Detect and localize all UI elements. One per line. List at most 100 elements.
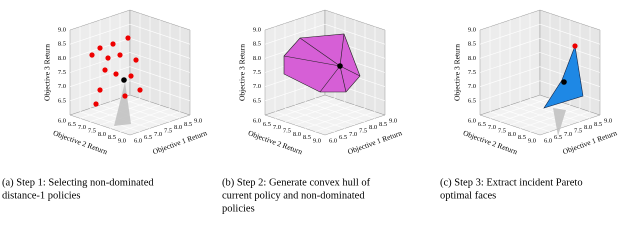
- policy-point: [93, 101, 99, 107]
- tick-label: 7.0: [564, 131, 572, 138]
- tick-label: 7.0: [154, 131, 162, 138]
- hull-edge: [319, 65, 341, 93]
- tick-label: 7.0: [488, 124, 496, 131]
- tick-label: 8.5: [58, 41, 66, 48]
- grid-line: [479, 23, 541, 45]
- tick-label: 8.5: [379, 121, 387, 128]
- caption-line: (a) Step 1: Selecting non-dominated: [2, 177, 154, 188]
- tick-label: 7.0: [58, 83, 66, 90]
- tick-label: 7.5: [253, 69, 261, 76]
- tick-label: 8.0: [508, 131, 516, 138]
- tick-label: 9.0: [313, 137, 321, 144]
- policy-point: [97, 87, 103, 93]
- hull-edge: [283, 55, 341, 67]
- tick-label: 7.0: [468, 83, 476, 90]
- page: {"axis_labels": {"x": "Objective 1 Retur…: [2, 9, 619, 215]
- policy-point: [105, 55, 111, 61]
- tick-label: 6.5: [263, 121, 271, 128]
- tick-label: 6.5: [58, 97, 66, 104]
- tick-label: 6.5: [478, 121, 486, 128]
- plot-panel: 6.06.06.56.56.57.07.07.07.5 7.57.58.08.08…: [238, 9, 403, 156]
- policy-point: [133, 57, 139, 63]
- tick-label: 9.0: [604, 117, 612, 124]
- hull-edge: [339, 65, 347, 93]
- tick-label: 6.5: [339, 134, 347, 141]
- tick-label: 8.0: [58, 55, 66, 62]
- tick-label: 7.5: [58, 69, 66, 76]
- policy-point: [137, 87, 143, 93]
- figure: 6.06.06.56.56.57.07.07.07.5 7.57.58.08.08…: [2, 9, 618, 214]
- caption-line: policies: [222, 203, 255, 214]
- tick-label: 7.0: [78, 124, 86, 131]
- tick-label: 7.5: [468, 69, 476, 76]
- caption-line: distance-1 policies: [2, 190, 80, 201]
- tick-label: 8.0: [98, 131, 106, 138]
- tick-label: 6.0: [329, 137, 337, 144]
- current-policy: [561, 79, 567, 85]
- policy-point: [128, 73, 134, 79]
- tick-label: 7.0: [273, 124, 281, 131]
- tick-label: 7.5: [498, 127, 506, 134]
- shadow: [553, 108, 566, 136]
- tick-label: 8.5: [303, 134, 311, 141]
- tick-label: 8.5: [108, 134, 116, 141]
- tick-label: 9.0: [528, 137, 536, 144]
- tick-label: 8.0: [293, 131, 301, 138]
- grid-line: [539, 23, 601, 45]
- current-policy: [121, 77, 127, 83]
- pareto-point: [572, 43, 578, 49]
- tick-label: 9.0: [389, 117, 397, 124]
- grid-line: [264, 23, 326, 45]
- tick-label: 6.0: [134, 137, 142, 144]
- policy-point: [125, 35, 131, 41]
- policy-point: [89, 52, 95, 58]
- tick-label: 7.0: [253, 83, 261, 90]
- tick-label: 6.0: [58, 117, 66, 124]
- policy-point: [113, 71, 119, 77]
- tick-label: 9.0: [253, 26, 261, 33]
- plot-panel: 6.06.06.56.56.57.07.07.07.5 7.57.58.08.08…: [453, 9, 618, 156]
- tick-label: 6.0: [253, 117, 261, 124]
- tick-label: 8.5: [184, 121, 192, 128]
- tick-label: 7.0: [349, 131, 357, 138]
- grid-line: [324, 23, 386, 45]
- tick-label: 6.5: [68, 121, 76, 128]
- caption-line: (c) Step 3: Extract incident Pareto: [440, 177, 583, 188]
- pareto-face: [543, 44, 584, 109]
- tick-label: 7.5: [359, 127, 367, 134]
- hull-edge: [339, 65, 361, 77]
- caption-line: current policy and non-dominated: [222, 190, 365, 201]
- policy-point: [117, 52, 123, 58]
- tick-label: 8.5: [518, 134, 526, 141]
- tick-label: 9.0: [118, 137, 126, 144]
- grid-line: [314, 98, 376, 119]
- hull-edge: [299, 37, 341, 67]
- tick-label: 7.5: [574, 127, 582, 134]
- hull-edge: [339, 33, 345, 67]
- tick-label: 6.5: [468, 97, 476, 104]
- caption-line: optimal faces: [440, 190, 496, 201]
- caption-line: (b) Step 2: Generate convex hull of: [222, 177, 371, 188]
- tick-label: 8.0: [369, 124, 377, 131]
- tick-label: 9.0: [468, 26, 476, 33]
- axis-title: Objective 3 Return: [238, 44, 247, 101]
- policy-point: [110, 41, 116, 47]
- tick-label: 9.0: [194, 117, 202, 124]
- current-policy: [337, 63, 343, 69]
- tick-label: 6.5: [144, 134, 152, 141]
- tick-label: 8.0: [584, 124, 592, 131]
- shadow: [114, 82, 131, 126]
- grid-line: [129, 23, 191, 45]
- axis-title: Objective 3 Return: [43, 44, 52, 101]
- tick-label: 6.0: [544, 137, 552, 144]
- axis-title: Objective 3 Return: [453, 44, 462, 101]
- tick-label: 8.0: [174, 124, 182, 131]
- grid-line: [69, 23, 131, 45]
- tick-label: 6.5: [253, 97, 261, 104]
- grid-line: [529, 98, 591, 119]
- tick-label: 7.5: [283, 127, 291, 134]
- plot-panel: 6.06.06.56.56.57.07.07.07.5 7.57.58.08.08…: [43, 9, 208, 156]
- tick-label: 8.5: [468, 41, 476, 48]
- tick-label: 8.0: [253, 55, 261, 62]
- tick-label: 8.0: [468, 55, 476, 62]
